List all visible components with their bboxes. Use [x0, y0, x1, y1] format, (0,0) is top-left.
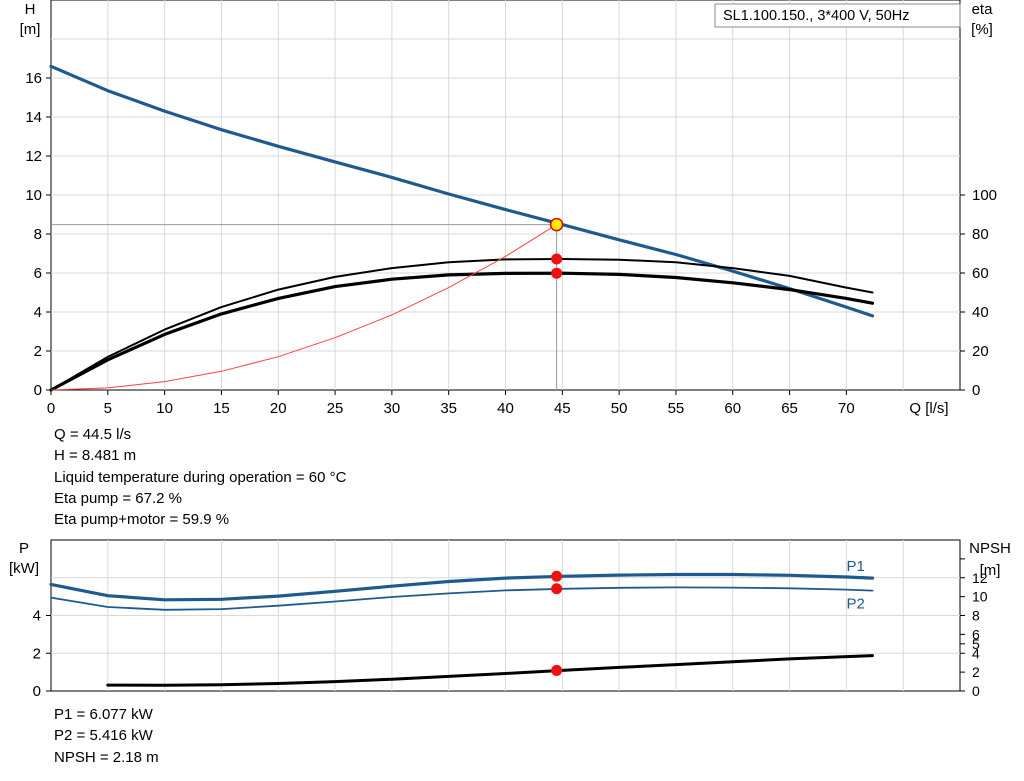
- x-tick-label: 40: [497, 400, 514, 417]
- y-tick-label: 0: [33, 683, 41, 700]
- y-tick-label: 10: [25, 187, 42, 204]
- y2-tick-label: 5: [972, 636, 980, 652]
- head-curve: [49, 64, 875, 318]
- x-tick-label: 25: [327, 400, 344, 417]
- info-liquid-temperature: Liquid temperature during operation = 60…: [54, 468, 347, 486]
- x-tick-label: 60: [724, 400, 741, 417]
- y2-tick-label: 12: [972, 570, 988, 586]
- operating-point-marker: [551, 570, 563, 582]
- y2-axis-label-line1: eta: [972, 1, 994, 18]
- y2-tick-label: 0: [972, 683, 980, 699]
- npsh-curve: [106, 654, 874, 687]
- info-eta-pump: Eta pump = 67.2 %: [54, 489, 182, 507]
- efficiency-point-marker: [551, 267, 563, 279]
- y-tick-label: 8: [34, 226, 42, 243]
- y2-tick-label: 40: [972, 304, 989, 321]
- series-label-p1: P1: [847, 558, 865, 575]
- y2-tick-label: 100: [972, 187, 997, 204]
- info-p1: P1 = 6.077 kW: [54, 706, 153, 723]
- x-axis-label: Q [l/s]: [909, 400, 948, 417]
- series-label-p2: P2: [847, 596, 865, 613]
- y2-tick-label: 4: [972, 645, 980, 661]
- system-curve: [50, 224, 558, 391]
- info-head: H = 8.481 m: [54, 447, 137, 465]
- y2-tick-label: 60: [972, 265, 989, 282]
- x-tick-label: 30: [384, 400, 401, 417]
- p-axis-label-line2: [kW]: [9, 560, 39, 577]
- y2-tick-label: 10: [972, 589, 988, 605]
- x-tick-label: 15: [213, 400, 230, 417]
- y2-tick-label: 80: [972, 226, 989, 243]
- eta-pump-curve: [50, 258, 874, 391]
- y-tick-label: 4: [34, 304, 42, 321]
- p-axis-label-line1: P: [19, 540, 29, 557]
- x-tick-label: 50: [611, 400, 628, 417]
- operating-point-marker: [551, 583, 563, 595]
- info-p2: P2 = 5.416 kW: [54, 727, 153, 745]
- info-npsh: NPSH = 2.18 m: [54, 748, 159, 766]
- npsh-axis-label-line1: NPSH: [969, 540, 1011, 557]
- x-tick-label: 45: [554, 400, 571, 417]
- x-tick-label: 20: [270, 400, 287, 417]
- x-tick-label: 35: [440, 400, 457, 417]
- y-axis-label-line1: H: [25, 1, 36, 18]
- info-eta-pump-motor: Eta pump+motor = 59.9 %: [54, 511, 230, 529]
- x-tick-label: 55: [668, 400, 685, 417]
- y2-tick-label: 2: [972, 664, 980, 680]
- y-tick-label: 2: [34, 343, 42, 360]
- info-flow: Q = 44.5 l/s: [54, 426, 132, 443]
- power-info: P1 = 6.077 kW P2 = 5.416 kW NPSH = 2.18 …: [54, 704, 159, 768]
- y-tick-label: 14: [25, 109, 42, 126]
- x-tick-label: 65: [781, 400, 798, 417]
- x-tick-label: 70: [838, 400, 855, 417]
- operating-point-marker: [551, 664, 563, 676]
- eta-pump-motor-curve: [49, 271, 875, 392]
- legend-box-text: SL1.100.150., 3*400 V, 50Hz: [723, 8, 910, 24]
- p1-curve: [49, 572, 875, 602]
- x-tick-label: 0: [47, 400, 55, 417]
- y-tick-label: 2: [33, 645, 41, 662]
- legend-box: SL1.100.150., 3*400 V, 50Hz: [714, 3, 961, 28]
- efficiency-point-marker: [551, 253, 563, 265]
- operating-point-marker: [549, 217, 564, 232]
- y-tick-label: 4: [33, 608, 41, 625]
- y2-tick-label: 20: [972, 343, 989, 360]
- x-tick-label: 5: [104, 400, 112, 417]
- y-tick-label: 12: [25, 148, 42, 165]
- y2-tick-label: 6: [972, 626, 980, 642]
- y-axis-label-line2: [m]: [20, 21, 41, 38]
- y2-tick-label: 0: [972, 382, 980, 399]
- y-tick-label: 16: [25, 70, 42, 87]
- y2-axis-label-line2: [%]: [971, 21, 993, 38]
- performance-chart: 0 5 10 15 20 25 30 35 40 45 50 55 60 65 70 0 2 4 6 8 10 12 14 1…: [20, 0, 997, 417]
- y2-tick-label: 8: [972, 608, 980, 624]
- p2-curve: [50, 586, 874, 611]
- y-tick-label: 6: [34, 265, 42, 282]
- npsh-axis-label-line2: [m]: [980, 562, 1001, 579]
- y-tick-label: 0: [34, 382, 42, 399]
- operating-point-info: Q = 44.5 l/s H = 8.481 m Liquid temperat…: [54, 424, 346, 530]
- x-tick-label: 10: [156, 400, 173, 417]
